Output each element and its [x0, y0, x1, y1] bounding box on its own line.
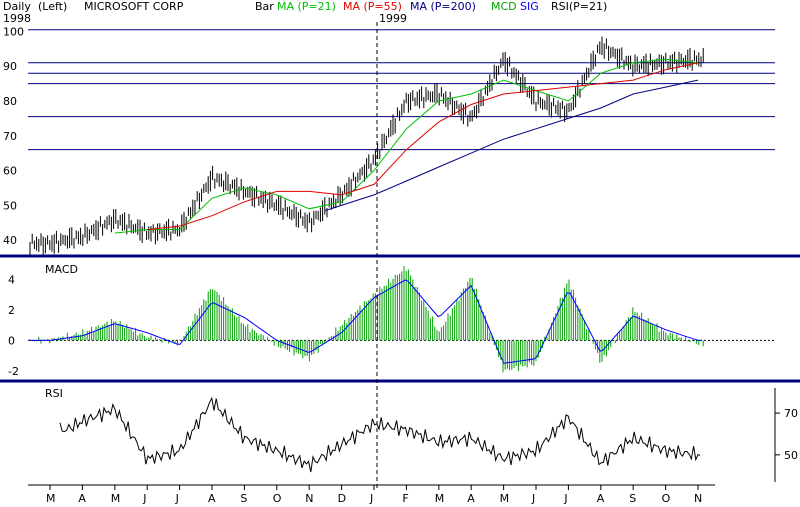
macd-panel: MACD -2 0 2 4	[8, 263, 775, 378]
price-tick-label: 60	[3, 165, 17, 178]
macd-panel-label: MACD	[45, 263, 78, 276]
ma200-legend: MA (P=200)	[410, 0, 476, 13]
x-tick-label: S	[240, 492, 247, 505]
x-tick-label: S	[629, 492, 636, 505]
year-start-label: 1998	[3, 12, 31, 25]
sig-legend: SIG	[520, 0, 539, 13]
price-tick-label: 80	[3, 95, 17, 108]
price-tick-label: 90	[3, 60, 17, 73]
macd-lines	[30, 279, 702, 364]
rsi-tick-label: 70	[784, 407, 798, 420]
rsi-line	[59, 396, 701, 473]
x-tick-label: D	[338, 492, 346, 505]
macd-tick-label: -2	[8, 365, 19, 378]
x-tick-label: A	[78, 492, 86, 505]
x-tick-label: F	[402, 492, 408, 505]
x-tick-label: A	[208, 492, 216, 505]
year-mid-label: 1999	[379, 12, 407, 25]
mcd-legend: MCD	[491, 0, 517, 13]
x-tick-label: J	[142, 492, 146, 505]
x-tick-label: J	[531, 492, 535, 505]
price-tick-label: 70	[3, 130, 17, 143]
x-tick-label: M	[46, 492, 56, 505]
x-tick-label: N	[694, 492, 702, 505]
period-label: Daily	[3, 0, 31, 13]
x-tick-label: N	[305, 492, 313, 505]
x-tick-label: J	[369, 492, 373, 505]
ma-line-55	[147, 62, 699, 231]
ma-line-200	[325, 79, 699, 211]
x-tick-label: A	[597, 492, 605, 505]
x-tick-label: J	[563, 492, 567, 505]
x-tick-label: O	[662, 492, 671, 505]
price-panel: 40 50 60 70 80 90 100	[3, 25, 775, 256]
chart-type-label: Bar	[255, 0, 274, 13]
rsi-panel-label: RSI	[45, 387, 63, 400]
x-tick-label: M	[500, 492, 510, 505]
rsi-legend: RSI(P=21)	[551, 0, 607, 13]
symbol-label: MICROSOFT CORP	[84, 0, 184, 13]
price-tick-label: 100	[3, 25, 24, 38]
macd-tick-label: 2	[8, 304, 15, 317]
rsi-panel: RSI 50 70	[45, 387, 798, 482]
scale-label: (Left)	[38, 0, 67, 13]
rsi-y-axis: 50 70	[775, 407, 798, 462]
x-tick-label: O	[273, 492, 282, 505]
ma-line-21	[114, 58, 699, 234]
chart-header: Daily (Left) MICROSOFT CORP Bar MA (P=21…	[3, 0, 607, 25]
price-tick-label: 50	[3, 199, 17, 212]
price-bars	[29, 36, 704, 256]
signal-line	[30, 279, 702, 364]
x-tick-label: M	[111, 492, 121, 505]
macd-y-axis: -2 0 2 4	[8, 273, 19, 378]
price-y-axis: 40 50 60 70 80 90 100	[3, 25, 24, 247]
macd-tick-label: 0	[8, 334, 15, 347]
rsi-tick-label: 50	[784, 449, 798, 462]
ma21-legend: MA (P=21)	[277, 0, 336, 13]
rsi-line	[59, 396, 701, 473]
macd-tick-label: 4	[8, 273, 15, 286]
ma55-legend: MA (P=55)	[343, 0, 402, 13]
x-tick-label: J	[175, 492, 179, 505]
macd-histogram	[29, 266, 704, 373]
x-tick-label: A	[467, 492, 475, 505]
x-tick-label: M	[435, 492, 445, 505]
price-ma-lines	[114, 58, 699, 234]
price-horizontal-lines	[28, 29, 775, 151]
price-tick-label: 40	[3, 234, 17, 247]
